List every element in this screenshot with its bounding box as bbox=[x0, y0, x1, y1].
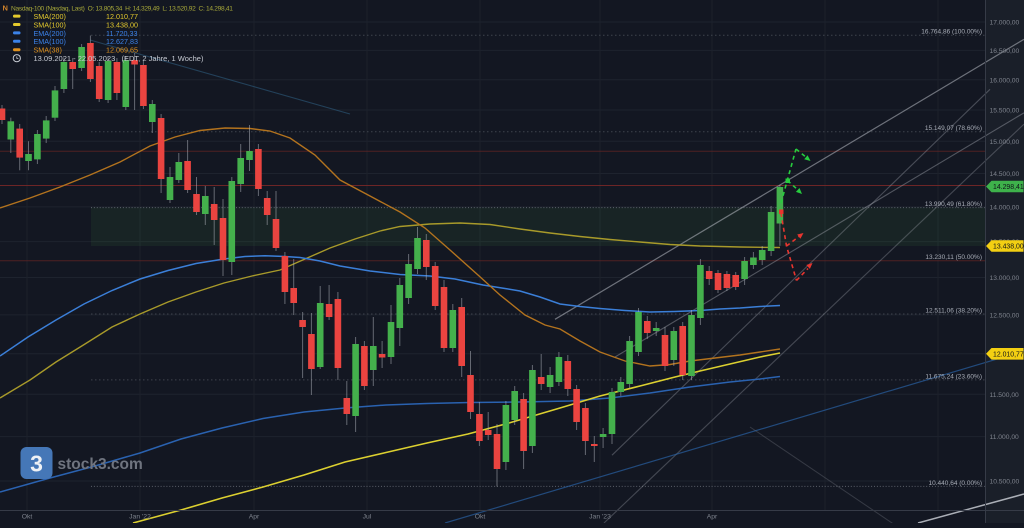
svg-text:16.000,00: 16.000,00 bbox=[990, 77, 1020, 84]
svg-text:14.500,00: 14.500,00 bbox=[990, 171, 1020, 178]
svg-text:Jan '23: Jan '23 bbox=[589, 514, 611, 521]
svg-text:11.000,00: 11.000,00 bbox=[990, 434, 1020, 441]
svg-text:10.500,00: 10.500,00 bbox=[990, 479, 1020, 486]
svg-text:14.298,41: 14.298,41 bbox=[993, 184, 1024, 191]
svg-text:N: N bbox=[3, 4, 8, 13]
svg-text:3: 3 bbox=[30, 451, 43, 477]
svg-text:16.500,00: 16.500,00 bbox=[990, 48, 1020, 55]
svg-text:15.000,00: 15.000,00 bbox=[990, 139, 1020, 146]
svg-text:16.764,86 (100.00%): 16.764,86 (100.00%) bbox=[921, 29, 982, 36]
svg-text:15.149,07 (78.60%): 15.149,07 (78.60%) bbox=[925, 125, 982, 132]
svg-text:stock3.com: stock3.com bbox=[58, 456, 143, 473]
svg-text:13.230,11 (50.00%): 13.230,11 (50.00%) bbox=[925, 254, 982, 261]
svg-text:Okt: Okt bbox=[475, 514, 486, 521]
svg-text:12.010,77: 12.010,77 bbox=[993, 351, 1024, 358]
svg-text:14.000,00: 14.000,00 bbox=[990, 205, 1020, 212]
svg-text:Jan '22: Jan '22 bbox=[129, 514, 151, 521]
svg-text:13.000,00: 13.000,00 bbox=[990, 275, 1020, 282]
svg-text:12.500,00: 12.500,00 bbox=[990, 313, 1020, 320]
svg-text:11.675,24 (23.60%): 11.675,24 (23.60%) bbox=[925, 373, 982, 380]
svg-text:Apr: Apr bbox=[707, 514, 718, 521]
svg-text:Jul: Jul bbox=[363, 514, 372, 521]
svg-text:Okt: Okt bbox=[22, 514, 33, 521]
svg-text:Apr: Apr bbox=[249, 514, 260, 521]
svg-text:13.09.2021 - 22.05.2023 (EDT: 13.09.2021 - 22.05.2023 (EDT, 2 Jahre, 1… bbox=[34, 54, 204, 63]
svg-text:12.511,06 (38.20%): 12.511,06 (38.20%) bbox=[925, 307, 982, 314]
svg-text:15.500,00: 15.500,00 bbox=[990, 108, 1020, 115]
svg-text:13.990,49 (61.80%): 13.990,49 (61.80%) bbox=[925, 201, 982, 208]
svg-text:17.000,00: 17.000,00 bbox=[990, 20, 1020, 27]
svg-text:10.440,64 (0.00%): 10.440,64 (0.00%) bbox=[929, 480, 982, 487]
svg-text:13.438,00: 13.438,00 bbox=[993, 244, 1024, 251]
svg-text:11.500,00: 11.500,00 bbox=[990, 392, 1020, 399]
